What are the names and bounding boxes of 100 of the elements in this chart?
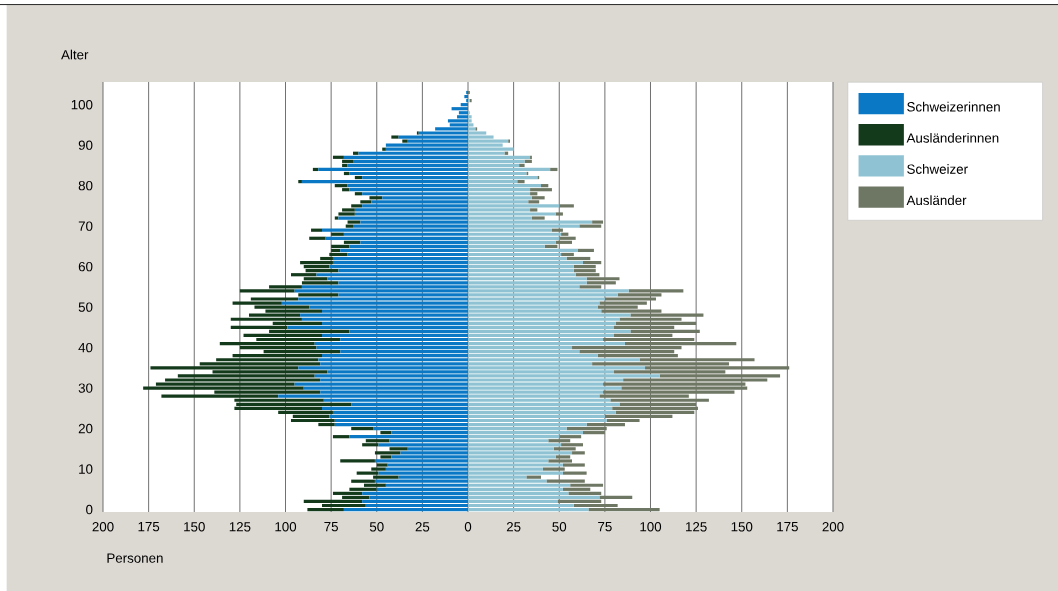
x-tick-label: 100 [275,522,297,532]
x-tick-label: 25 [415,522,430,532]
bar [468,374,660,378]
bar [331,232,344,236]
bar [468,431,583,435]
bar [314,374,468,378]
bar [468,115,472,119]
y-tick-label: 70 [78,221,93,231]
bar [468,196,532,200]
bar [318,167,468,172]
bar [362,491,468,495]
y-tick-label: 10 [79,464,93,474]
bar [468,495,600,500]
bar [451,107,468,111]
bar [380,431,392,435]
bar [365,439,390,443]
bar [294,289,468,293]
bar [468,471,563,475]
x-tick-label: 50 [369,522,384,532]
bar [468,248,578,253]
bar [334,184,348,188]
bar [468,119,472,123]
bar [325,236,468,240]
bar [468,451,573,455]
bar [353,151,359,155]
y-tick-label: 100 [71,99,93,110]
bar [351,426,374,431]
bar [391,135,399,139]
bar [559,204,574,208]
bar [281,301,468,305]
bar [468,358,640,362]
bar [468,167,551,172]
bar [374,479,468,483]
bar [468,341,625,346]
bar [559,236,576,240]
bar [468,507,589,512]
bar [349,188,468,192]
bar [579,224,602,228]
bar [354,192,363,196]
bar [298,180,302,184]
bar [402,139,408,143]
bar [468,366,646,370]
y-tick-label: 50 [78,302,93,312]
bar [612,406,698,410]
bar [464,94,468,99]
bar [334,216,339,220]
bar [468,212,556,216]
bar [519,163,525,167]
bar [468,321,616,325]
bar [314,341,468,346]
bar [301,281,339,285]
y-tick-label: 80 [78,180,93,191]
bar [577,248,594,253]
x-tick-label: 200 [92,522,114,532]
bar [468,175,538,180]
bar [340,459,375,463]
bar [318,358,468,362]
bar [322,333,468,338]
x-tick-label: 125 [686,522,707,532]
x-tick-label: 200 [822,522,844,532]
bar [468,277,587,281]
x-tick-label: 100 [640,522,662,532]
bar [300,313,468,317]
bar [468,147,514,151]
x-tick-label: 175 [777,522,798,532]
bar [524,159,532,163]
bar [468,463,563,467]
bar [322,228,468,232]
bar [349,435,468,439]
bar [298,366,468,370]
x-tick-label: 125 [229,522,251,532]
bar [468,289,629,293]
bar [468,386,622,390]
bar [468,313,631,317]
x-tick-label: 150 [184,522,205,532]
bar [322,354,468,358]
y-tick-label: 0 [86,504,93,515]
bar [573,269,596,273]
bar [550,167,558,172]
bar [316,346,468,350]
bar [531,196,545,200]
bar [311,228,323,232]
bar [300,260,333,265]
bar [378,471,468,475]
bar [340,248,468,253]
bar [526,475,542,479]
y-tick-label: 60 [78,261,93,272]
bar [334,422,468,427]
y-tick-label: 40 [78,342,93,353]
bar [332,256,468,261]
x-tick-label: 0 [464,522,472,532]
x-tick-label: 50 [552,522,567,532]
bar [322,406,468,410]
bar [278,394,468,398]
bar [362,499,468,504]
bar [332,260,468,265]
x-tick-label: 75 [598,522,612,532]
bar [468,192,531,196]
bar [329,414,468,419]
bar [301,317,468,321]
